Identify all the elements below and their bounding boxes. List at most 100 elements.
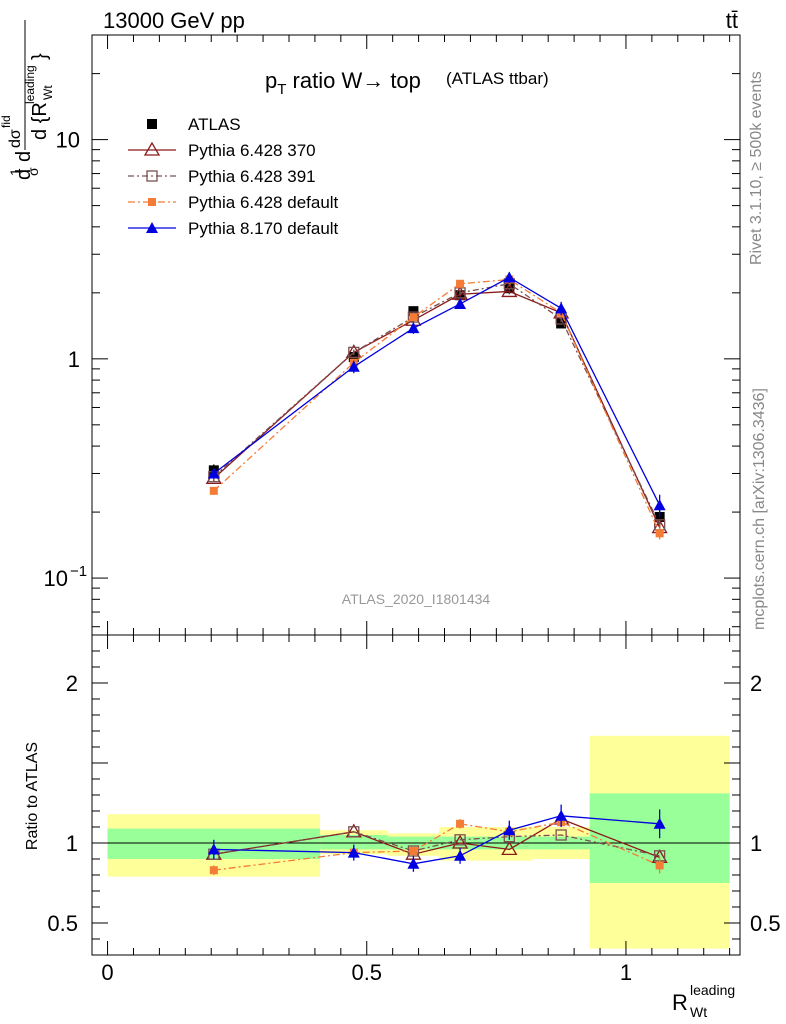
legend-item-atlas: ATLAS — [147, 115, 241, 134]
svg-text:σ: σ — [25, 167, 41, 176]
legend-item-pythia-6-428-default: Pythia 6.428 default — [128, 193, 339, 212]
rivet-label: Rivet 3.1.10, ≥ 500k events — [748, 71, 765, 265]
svg-text:d {R: d {R — [29, 102, 51, 140]
point-pythia-8-170-default-4 — [503, 824, 516, 836]
svg-text:leading: leading — [23, 65, 37, 104]
point-pythia-6-428-default-2 — [409, 313, 418, 322]
legend-marker — [146, 170, 158, 182]
legend-marker — [148, 198, 156, 206]
series-line-pythia-6-428-default — [213, 278, 661, 534]
series-pythia-6-428-default — [209, 275, 664, 540]
x-tick-label: 0.5 — [351, 960, 382, 985]
svg-text:d: d — [13, 169, 35, 180]
main-panel-marks — [205, 271, 668, 540]
legend-marker — [146, 222, 158, 233]
ratio-panel-marks — [205, 804, 668, 875]
y-tick-label: 10 — [44, 566, 68, 591]
y-tick-label-exp: −1 — [70, 563, 87, 580]
series-line-pythia-8-170-default — [213, 276, 661, 506]
point-pythia-8-170-default-6 — [653, 499, 666, 511]
point-pythia-8-170-default-4 — [503, 271, 516, 283]
legend-item-pythia-6-428-370: Pythia 6.428 370 — [128, 141, 316, 160]
plot-title-sub: T — [277, 81, 286, 98]
legend-label: Pythia 8.170 default — [188, 219, 339, 238]
point-atlas-2 — [408, 306, 419, 317]
legend: ATLAS Pythia 6.428 370 Pythia 6.428 391 Pyt… — [128, 115, 339, 238]
main-y-axis-label: d 1 σ d dσ fid d {R leading Wt } — [0, 20, 55, 180]
y-tick-label: 1 — [68, 347, 80, 372]
legend-marker — [143, 141, 161, 156]
y-tick-label: 10 — [56, 128, 80, 153]
x-tick-label: 0 — [101, 960, 113, 985]
svg-text:dσ: dσ — [7, 129, 24, 148]
legend-label: Pythia 6.428 default — [188, 193, 339, 212]
point-pythia-6-428-default-2 — [409, 847, 418, 855]
ratio-y-tick-label-right: 0.5 — [750, 911, 781, 936]
point-pythia-6-428-default-0 — [209, 866, 218, 875]
legend-label: Pythia 6.428 370 — [188, 141, 316, 160]
ratio-y-tick-label-right: 2 — [750, 671, 762, 696]
ratio-y-tick-label: 2 — [66, 671, 78, 696]
svg-text:Wt: Wt — [690, 1004, 707, 1020]
legend-item-pythia-6-428-391: Pythia 6.428 391 — [128, 167, 316, 186]
point-pythia-6-428-default-3 — [456, 279, 465, 288]
point-pythia-8-170-default-1 — [347, 360, 360, 372]
series-pythia-8-170-default — [207, 804, 666, 872]
series-pythia-6-428-370 — [205, 283, 668, 534]
ratio-bands — [92, 735, 740, 949]
point-pythia-6-428-391-5 — [555, 829, 567, 841]
point-pythia-6-428-default-0 — [209, 486, 218, 495]
series-line-pythia-6-428-370 — [213, 290, 661, 528]
x-tick-labels: 0 0.5 1 — [101, 960, 632, 985]
svg-text:d: d — [13, 151, 35, 162]
mcplots-label: mcplots.cern.ch [arXiv:1306.3436] — [751, 388, 768, 630]
point-pythia-8-170-default-2 — [407, 322, 420, 334]
point-pythia-8-170-default-5 — [555, 809, 568, 821]
series-line-pythia-6-428-391 — [213, 283, 661, 526]
series-atlas — [208, 283, 665, 525]
point-pythia-8-170-default-1 — [347, 846, 360, 858]
ratio-panel-ytick-labels: 0.5 0.5 1 1 2 2 — [47, 671, 780, 936]
point-pythia-6-428-391-1 — [348, 346, 360, 359]
point-pythia-8-170-default-3 — [454, 849, 467, 861]
point-pythia-8-170-default-6 — [653, 817, 666, 829]
series-line-pythia-6-428-391 — [213, 831, 660, 857]
ratio-y-tick-label: 1 — [66, 831, 78, 856]
ratio-y-tick-label: 0.5 — [47, 911, 78, 936]
point-pythia-6-428-391-2 — [407, 311, 420, 323]
ratio-panel: 0.5 0.51 12 2 0 0.5 1 Ratio to ATLAS R leadin… — [24, 634, 781, 1020]
svg-text:Wt: Wt — [41, 85, 55, 100]
point-pythia-8-170-default-0 — [207, 843, 220, 855]
point-pythia-6-428-370-4 — [501, 841, 518, 856]
svg-text:fid: fid — [0, 115, 13, 128]
series-pythia-8-170-default — [207, 271, 666, 517]
energy-label: 13000 GeV pp — [103, 8, 245, 33]
legend-marker — [147, 119, 157, 129]
legend-item-pythia-8-170-default: Pythia 8.170 default — [128, 219, 339, 238]
point-pythia-6-428-391-3 — [454, 834, 466, 846]
ratio-y-axis-label: Ratio to ATLAS — [24, 742, 41, 850]
plot-title: pT ratio W→ top — [265, 68, 421, 98]
x-axis-label: R leading Wt — [672, 982, 735, 1020]
point-pythia-8-170-default-2 — [407, 857, 420, 869]
point-pythia-8-170-default-0 — [207, 467, 220, 479]
x-tick-label: 1 — [620, 960, 632, 985]
point-pythia-6-428-default-3 — [456, 819, 465, 828]
plot-title-small: (ATLAS ttbar) — [446, 69, 549, 88]
point-pythia-8-170-default-3 — [454, 297, 467, 309]
svg-text:leading: leading — [690, 982, 735, 998]
ratio-y-tick-label-right: 1 — [750, 831, 762, 856]
plot-title-p: p — [265, 68, 277, 93]
svg-text:R: R — [672, 990, 688, 1015]
plot-title-rest: ratio W→ top — [286, 68, 420, 93]
legend-label: Pythia 6.428 391 — [188, 167, 316, 186]
svg-text:}: } — [29, 53, 51, 60]
point-pythia-6-428-391-1 — [348, 826, 360, 838]
point-pythia-6-428-391-3 — [454, 287, 466, 299]
point-pythia-6-428-default-6 — [655, 861, 664, 870]
analysis-watermark: ATLAS_2020_I1801434 — [342, 591, 491, 607]
point-pythia-6-428-370-4 — [501, 283, 518, 298]
point-pythia-6-428-default-6 — [655, 529, 664, 538]
ratio-panel-ticks — [92, 634, 740, 956]
